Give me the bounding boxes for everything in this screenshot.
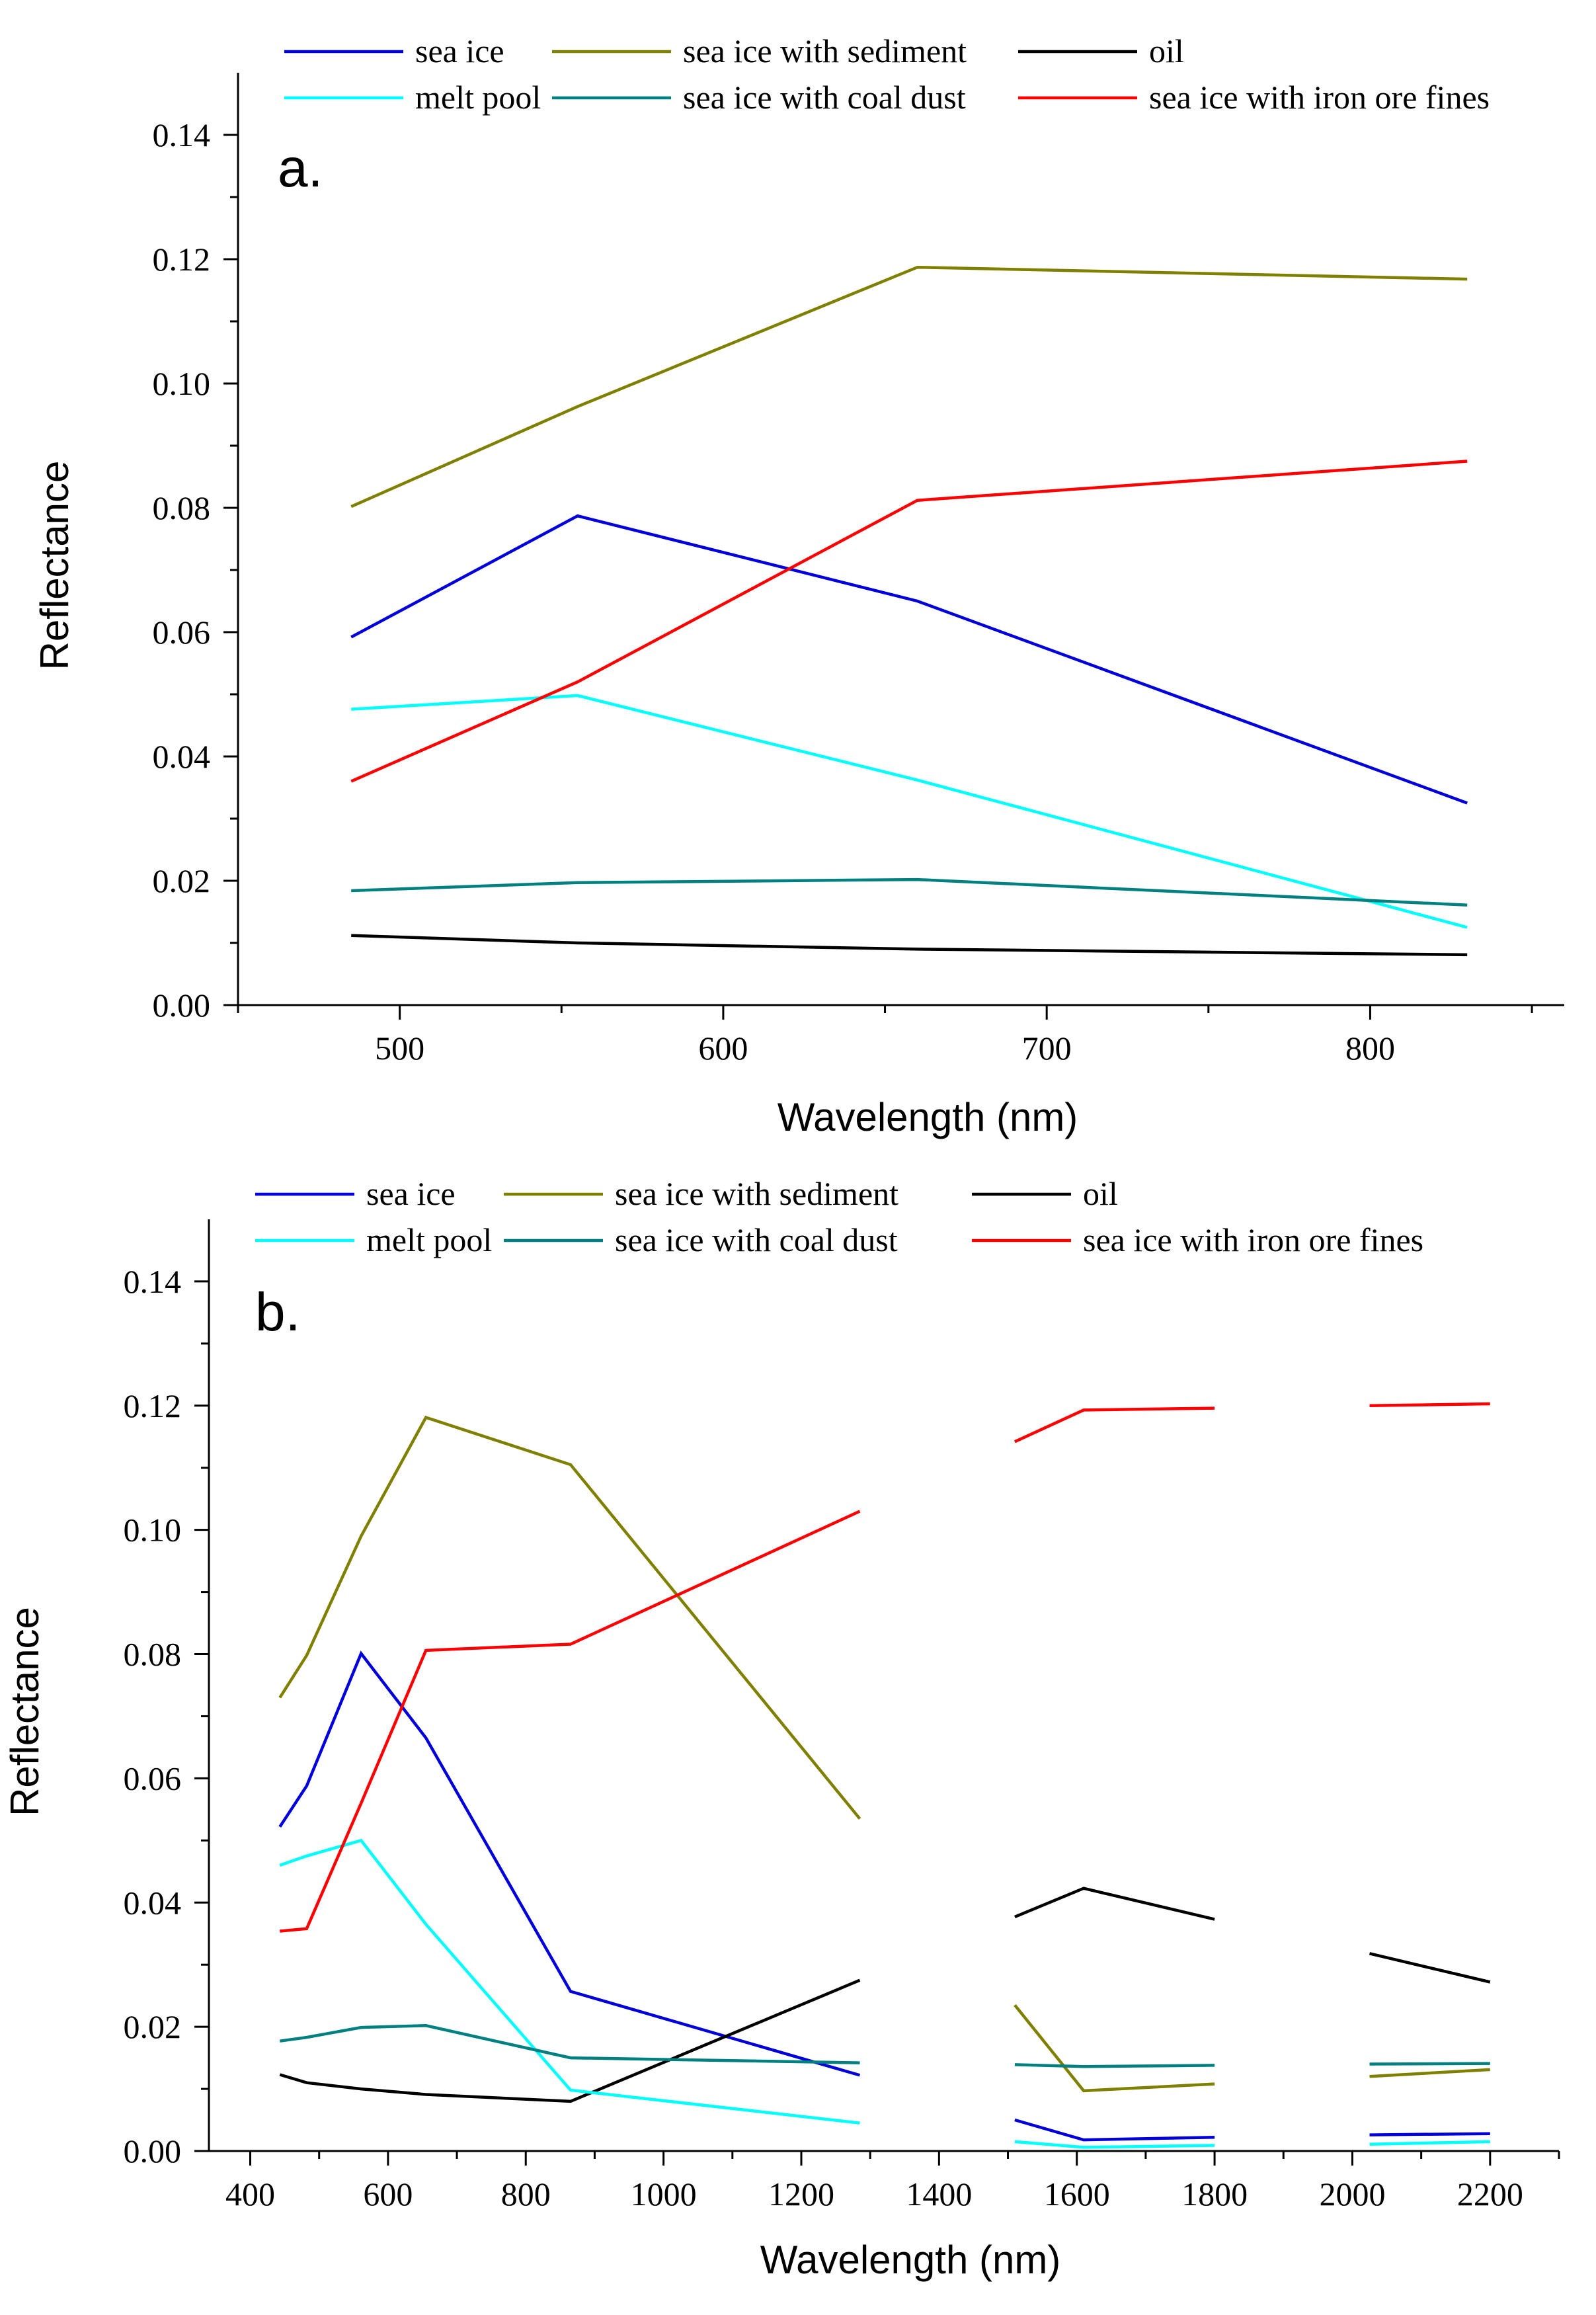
series-line-sea-ice-with-iron-ore-fines [1014, 1406, 1215, 1443]
panel-tag: a. [278, 138, 323, 198]
x-tick-label: 1800 [1181, 2175, 1248, 2213]
panel-tag: b. [255, 1282, 300, 1342]
series-line-sea-ice-with-iron-ore-fines [1369, 1402, 1490, 1408]
y-tick-label: 0.06 [153, 614, 211, 651]
series-line-melt-pool [1014, 2140, 1215, 2149]
series-line-sea-ice-with-iron-ore-fines [280, 1510, 861, 1933]
x-tick-label: 500 [375, 1030, 424, 1067]
series-line-sea-ice [350, 514, 1468, 805]
series-line-oil [351, 934, 1468, 957]
y-tick-label: 0.14 [153, 116, 211, 153]
legend-label-oil: oil [1083, 1175, 1118, 1212]
series-line-sea-ice-with-sediment [1014, 2004, 1215, 2093]
series-line-sea-ice-with-coal-dust [279, 2024, 860, 2064]
series-line-melt-pool [279, 1838, 860, 2125]
x-tick-label: 1600 [1044, 2175, 1110, 2213]
y-tick-label: 0.08 [153, 489, 211, 526]
series-line-sea-ice [1014, 2118, 1215, 2142]
x-axis-title: Wavelength (nm) [760, 2238, 1061, 2282]
y-tick-label: 0.00 [153, 987, 211, 1024]
y-tick-label: 0.14 [124, 1263, 182, 1300]
series-line-oil [279, 1978, 861, 2103]
x-tick-label: 2200 [1457, 2175, 1523, 2213]
legend-label-melt-pool: melt pool [415, 79, 541, 116]
x-tick-label: 1200 [768, 2175, 834, 2213]
y-tick-label: 0.10 [153, 365, 211, 402]
y-tick-label: 0.12 [153, 241, 211, 278]
series-line-sea-ice-with-sediment [350, 265, 1468, 508]
y-tick-label: 0.02 [153, 862, 211, 899]
series-line-sea-ice [278, 1650, 861, 2077]
y-tick-label: 0.12 [124, 1387, 182, 1424]
series-line-sea-ice [1369, 2132, 1490, 2136]
y-axis-title: Reflectance [3, 1607, 47, 1816]
x-axis-title: Wavelength (nm) [778, 1095, 1078, 1139]
panel-a: 0.00 0.02 0.04 0.06 0.08 0.10 0.12 0.14 500 600 70… [32, 32, 1564, 1139]
legend-label-oil: oil [1149, 32, 1184, 69]
y-tick-label: 0.10 [124, 1512, 182, 1549]
series-line-sea-ice-with-sediment [1369, 2068, 1490, 2078]
y-tick-label: 0.04 [153, 738, 211, 775]
legend-label-sea-ice-with-coal-dust: sea ice with coal dust [683, 79, 966, 116]
x-tick-label: 700 [1022, 1030, 1072, 1067]
x-tick-label: 600 [363, 2175, 413, 2213]
series-line-sea-ice-with-coal-dust [351, 877, 1468, 907]
y-tick-label: 0.02 [124, 2008, 182, 2045]
x-tick-label: 400 [225, 2175, 275, 2213]
y-tick-label: 0.08 [124, 1636, 182, 1673]
legend-label-sea-ice-with-coal-dust: sea ice with coal dust [615, 1221, 898, 1258]
legend-label-sea-ice: sea ice [366, 1175, 456, 1212]
panel-b: 0.00 0.02 0.04 0.06 0.08 0.10 0.12 0.14 400 600 80… [3, 1175, 1560, 2282]
series-line-oil [1369, 1952, 1491, 1984]
legend-label-sea-ice-with-iron-ore-fines: sea ice with iron ore fines [1149, 79, 1490, 116]
x-tick-label: 1400 [906, 2175, 972, 2213]
series-line-sea-ice-with-iron-ore-fines [350, 460, 1468, 783]
x-tick-label: 2000 [1319, 2175, 1385, 2213]
x-tick-label: 1000 [631, 2175, 697, 2213]
legend-label-sea-ice-with-iron-ore-fines: sea ice with iron ore fines [1083, 1221, 1423, 1258]
legend-label-sea-ice: sea ice [415, 32, 504, 69]
legend-label-sea-ice-with-sediment: sea ice with sediment [683, 32, 967, 69]
series-line-melt-pool [1369, 2140, 1490, 2146]
legend-label-melt-pool: melt pool [366, 1221, 492, 1258]
series-line-sea-ice-with-sediment [278, 1415, 861, 1820]
y-tick-label: 0.00 [124, 2132, 182, 2170]
series-line-sea-ice-with-coal-dust [1014, 2063, 1215, 2068]
legend-label-sea-ice-with-sediment: sea ice with sediment [615, 1175, 898, 1212]
series-line-melt-pool [351, 694, 1468, 929]
y-tick-label: 0.06 [124, 1760, 182, 1797]
y-axis-title: Reflectance [32, 461, 77, 670]
x-tick-label: 600 [698, 1030, 748, 1067]
x-tick-label: 800 [501, 2175, 551, 2213]
y-tick-label: 0.04 [124, 1884, 182, 1921]
series-line-oil [1014, 1887, 1215, 1921]
x-tick-label: 800 [1345, 1030, 1395, 1067]
